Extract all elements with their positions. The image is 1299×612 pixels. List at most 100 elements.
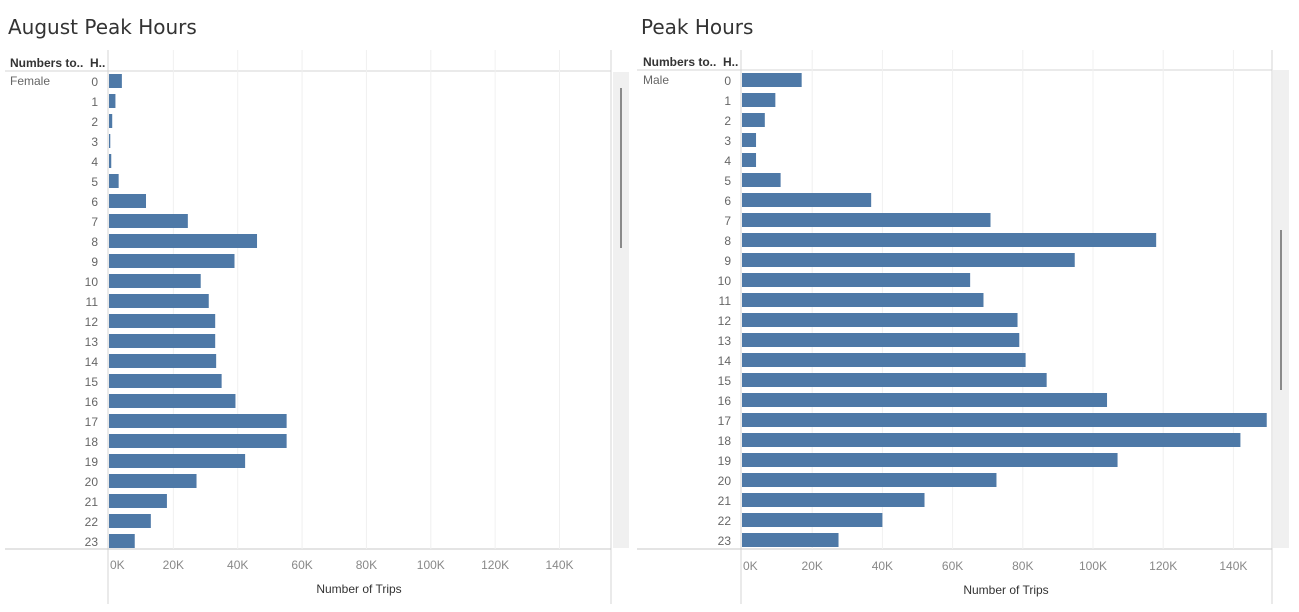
hour-label-left-21: 21: [85, 495, 99, 509]
bar-left-hour-7[interactable]: [109, 214, 188, 228]
x-tick-label-right-1: 20K: [802, 559, 823, 573]
bar-left-hour-8[interactable]: [109, 234, 258, 248]
hour-label-right-5: 5: [724, 174, 731, 188]
bar-left-hour-4[interactable]: [109, 154, 112, 168]
row-header-measure-left[interactable]: Numbers to..: [10, 56, 84, 70]
bar-right-hour-0[interactable]: [742, 73, 802, 87]
bar-left-hour-17[interactable]: [109, 414, 287, 428]
bar-left-hour-19[interactable]: [109, 454, 246, 468]
scrollbar-thumb-right[interactable]: [1280, 230, 1282, 390]
row-header-hour-right[interactable]: H..: [723, 55, 739, 69]
hour-label-left-10: 10: [85, 275, 99, 289]
hour-label-right-2: 2: [724, 114, 731, 128]
scrollbar-thumb-left[interactable]: [620, 88, 622, 248]
x-tick-label-right-0: 0K: [743, 559, 758, 573]
hour-label-right-19: 19: [718, 454, 732, 468]
hour-label-left-7: 7: [91, 215, 98, 229]
hour-label-right-15: 15: [718, 374, 732, 388]
bar-left-hour-18[interactable]: [109, 434, 287, 448]
bar-right-hour-11[interactable]: [742, 293, 984, 307]
vertical-scrollbar-right[interactable]: [1273, 70, 1289, 548]
vertical-scrollbar-left[interactable]: [613, 72, 629, 548]
x-tick-label-left-0: 0K: [110, 558, 125, 572]
bar-right-hour-22[interactable]: [742, 513, 883, 527]
hour-label-left-22: 22: [85, 515, 99, 529]
bar-left-hour-13[interactable]: [109, 334, 216, 348]
bar-right-hour-6[interactable]: [742, 193, 872, 207]
hour-label-right-8: 8: [724, 234, 731, 248]
hour-label-left-15: 15: [85, 375, 99, 389]
bar-left-hour-12[interactable]: [109, 314, 216, 328]
bar-left-hour-1[interactable]: [109, 94, 116, 108]
bar-left-hour-21[interactable]: [109, 494, 167, 508]
hour-label-left-0: 0: [91, 75, 98, 89]
hour-label-right-14: 14: [718, 354, 732, 368]
hour-label-left-11: 11: [86, 295, 99, 309]
x-tick-label-right-6: 120K: [1149, 559, 1177, 573]
x-tick-label-right-7: 140K: [1219, 559, 1247, 573]
x-tick-label-right-3: 60K: [942, 559, 963, 573]
hour-label-right-6: 6: [724, 194, 731, 208]
hour-label-right-0: 0: [724, 74, 731, 88]
bar-left-hour-23[interactable]: [109, 534, 135, 548]
bar-right-hour-9[interactable]: [742, 253, 1075, 267]
bar-right-hour-5[interactable]: [742, 173, 781, 187]
bar-left-hour-10[interactable]: [109, 274, 201, 288]
hour-label-left-5: 5: [91, 175, 98, 189]
row-header-measure-right[interactable]: Numbers to..: [643, 55, 717, 69]
bar-right-hour-20[interactable]: [742, 473, 997, 487]
bar-left-hour-15[interactable]: [109, 374, 222, 388]
bar-right-hour-18[interactable]: [742, 433, 1241, 447]
bar-right-hour-3[interactable]: [742, 133, 757, 147]
hour-label-left-1: 1: [91, 95, 98, 109]
hour-label-right-7: 7: [724, 214, 731, 228]
bar-right-hour-8[interactable]: [742, 233, 1157, 247]
row-header-hour-left[interactable]: H..: [90, 56, 106, 70]
bar-right-hour-1[interactable]: [742, 93, 776, 107]
hour-label-right-21: 21: [718, 494, 732, 508]
axis-title-left: Number of Trips: [316, 582, 401, 596]
bar-right-hour-16[interactable]: [742, 393, 1108, 407]
bar-right-hour-13[interactable]: [742, 333, 1020, 347]
group-label-female: Female: [10, 74, 50, 88]
bar-left-hour-11[interactable]: [109, 294, 209, 308]
bar-right-hour-12[interactable]: [742, 313, 1018, 327]
hour-label-right-11: 11: [719, 294, 732, 308]
hour-label-left-16: 16: [85, 395, 99, 409]
hour-label-right-23: 23: [718, 534, 732, 548]
bar-right-hour-10[interactable]: [742, 273, 971, 287]
bar-left-hour-5[interactable]: [109, 174, 119, 188]
bar-left-hour-3[interactable]: [109, 134, 111, 148]
hour-label-left-6: 6: [91, 195, 98, 209]
bar-right-hour-2[interactable]: [742, 113, 765, 127]
hour-label-right-3: 3: [724, 134, 731, 148]
bar-right-hour-15[interactable]: [742, 373, 1047, 387]
hour-label-right-20: 20: [718, 474, 732, 488]
hour-label-left-12: 12: [85, 315, 99, 329]
bar-right-hour-4[interactable]: [742, 153, 757, 167]
bar-left-hour-14[interactable]: [109, 354, 217, 368]
hour-label-left-4: 4: [91, 155, 98, 169]
bar-right-hour-7[interactable]: [742, 213, 991, 227]
bar-left-hour-16[interactable]: [109, 394, 236, 408]
x-tick-label-left-3: 60K: [291, 558, 312, 572]
bar-left-hour-9[interactable]: [109, 254, 235, 268]
bar-right-hour-19[interactable]: [742, 453, 1118, 467]
hour-label-left-18: 18: [85, 435, 99, 449]
hour-label-right-9: 9: [724, 254, 731, 268]
x-tick-label-left-4: 80K: [356, 558, 377, 572]
hour-label-left-9: 9: [91, 255, 98, 269]
bar-right-hour-21[interactable]: [742, 493, 925, 507]
hour-label-left-2: 2: [91, 115, 98, 129]
bar-left-hour-20[interactable]: [109, 474, 197, 488]
bar-right-hour-17[interactable]: [742, 413, 1267, 427]
bar-left-hour-0[interactable]: [109, 74, 122, 88]
bar-right-hour-14[interactable]: [742, 353, 1026, 367]
bar-right-hour-23[interactable]: [742, 533, 839, 547]
hour-label-left-8: 8: [91, 235, 98, 249]
bar-left-hour-2[interactable]: [109, 114, 113, 128]
bar-left-hour-6[interactable]: [109, 194, 147, 208]
bar-left-hour-22[interactable]: [109, 514, 151, 528]
hour-label-right-1: 1: [724, 94, 731, 108]
